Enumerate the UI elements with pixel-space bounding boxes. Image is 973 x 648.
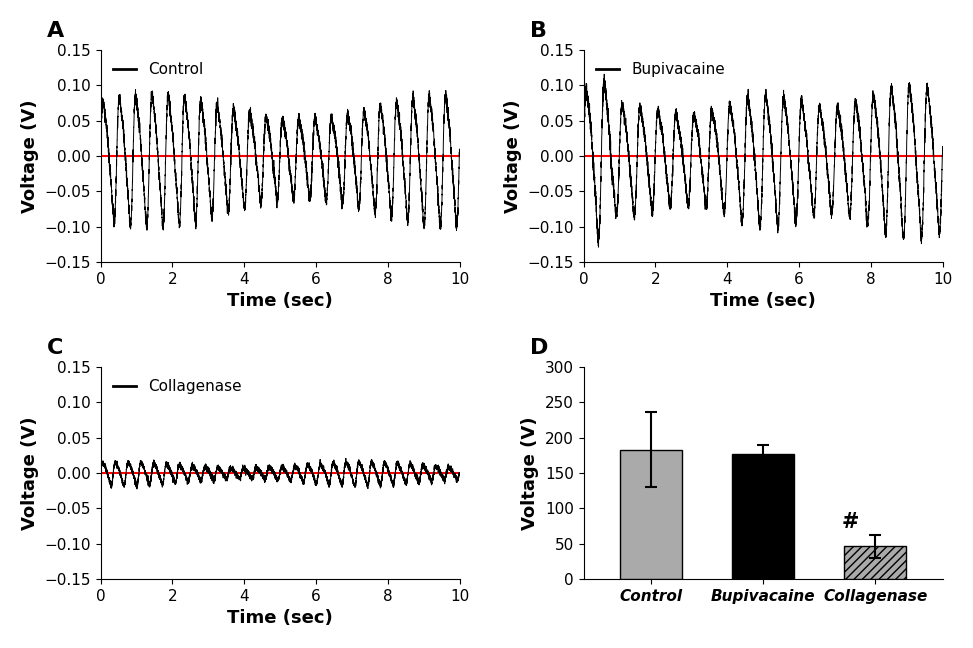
Legend: Control: Control: [108, 58, 208, 82]
Legend: Bupivacaine: Bupivacaine: [592, 58, 730, 82]
Bar: [845, 546, 906, 579]
Legend: Collagenase: Collagenase: [108, 375, 246, 399]
X-axis label: Time (sec): Time (sec): [227, 609, 333, 627]
Y-axis label: Voltage (V): Voltage (V): [522, 416, 539, 529]
Text: B: B: [530, 21, 547, 41]
Y-axis label: Voltage (V): Voltage (V): [20, 99, 39, 213]
X-axis label: Time (sec): Time (sec): [710, 292, 816, 310]
Text: D: D: [530, 338, 548, 358]
Text: C: C: [47, 338, 63, 358]
Text: A: A: [47, 21, 64, 41]
Text: #: #: [842, 511, 859, 531]
Y-axis label: Voltage (V): Voltage (V): [20, 416, 39, 529]
Bar: [733, 454, 794, 579]
X-axis label: Time (sec): Time (sec): [227, 292, 333, 310]
Y-axis label: Voltage (V): Voltage (V): [504, 99, 522, 213]
Bar: [620, 450, 682, 579]
